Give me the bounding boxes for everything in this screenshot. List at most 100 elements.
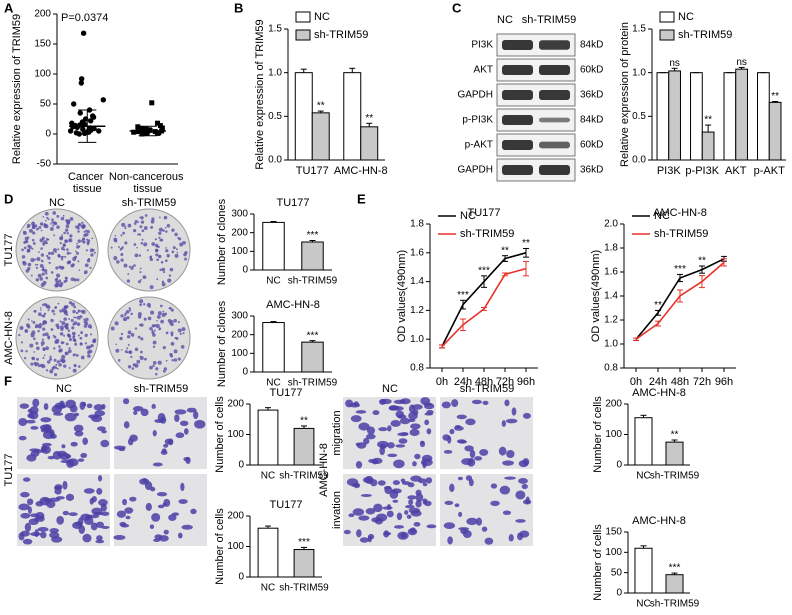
colony <box>73 278 77 282</box>
colony <box>162 345 166 350</box>
colony <box>161 267 166 272</box>
x-tick-label: NC <box>261 583 275 594</box>
colony <box>151 217 155 221</box>
colony <box>160 238 164 242</box>
colony <box>123 319 125 321</box>
cell <box>122 398 130 405</box>
cell <box>380 398 392 405</box>
y-axis-label: Number of clones <box>216 198 228 285</box>
colony <box>118 246 120 249</box>
dish <box>15 296 99 380</box>
dot <box>87 118 94 124</box>
cell <box>96 535 103 542</box>
panel-label: C <box>452 0 462 15</box>
cell <box>49 531 60 539</box>
x-tick-label: TU177 <box>296 165 329 177</box>
colony <box>162 369 166 373</box>
colony <box>84 342 87 345</box>
colony <box>184 250 188 255</box>
colony <box>134 253 139 258</box>
y-tick-label: 0.5 <box>632 111 646 122</box>
significance: *** <box>457 290 469 301</box>
colony <box>47 238 50 241</box>
colony <box>152 361 157 365</box>
colony <box>152 345 156 348</box>
colony <box>133 264 136 267</box>
cell <box>181 524 193 530</box>
colony <box>159 216 161 219</box>
cell <box>346 478 359 486</box>
cell <box>501 420 506 427</box>
colony <box>161 282 166 287</box>
cell <box>129 434 138 442</box>
colony <box>165 247 167 249</box>
colony <box>43 312 47 316</box>
colony <box>113 256 118 261</box>
y-axis-label: Number of cells <box>592 524 604 601</box>
cell <box>19 403 30 409</box>
y-tick-label: 1.4 <box>604 291 618 302</box>
cell <box>358 515 370 521</box>
colony <box>60 255 64 259</box>
colony <box>171 250 175 254</box>
cell <box>116 510 127 518</box>
colony <box>151 242 156 246</box>
colony <box>143 226 148 230</box>
y-tick-label: 0 <box>238 460 244 471</box>
y-tick-label: 1.5 <box>268 24 282 35</box>
colony <box>128 350 132 354</box>
colony <box>77 239 81 243</box>
y-tick-label: 100 <box>227 429 244 440</box>
colony <box>67 329 71 332</box>
chart: TU177 0.8 1.0 1.2 1.4 1.6 1.8 OD values(490nm) 0… <box>396 207 538 388</box>
cell <box>377 480 386 486</box>
cell <box>471 399 482 405</box>
colony <box>113 237 118 242</box>
cell <box>458 527 470 531</box>
x-tick-label: 48h <box>671 376 689 388</box>
blot-header: NC <box>497 14 513 26</box>
colony <box>41 338 45 341</box>
colony <box>79 336 83 340</box>
colony <box>18 333 21 337</box>
colony <box>124 227 127 230</box>
colony <box>84 321 89 326</box>
cell <box>386 504 392 510</box>
cell <box>476 517 483 526</box>
cell <box>409 527 416 534</box>
transwell-column: sh-TRIM59 <box>134 383 188 395</box>
colony <box>124 225 127 228</box>
cell <box>449 483 455 493</box>
cell <box>393 399 406 405</box>
colony <box>141 238 144 241</box>
colony <box>85 229 88 232</box>
colony <box>127 273 130 275</box>
colony <box>140 323 144 327</box>
colony <box>163 271 166 274</box>
colony <box>43 354 46 357</box>
colony <box>167 278 172 283</box>
colony <box>63 248 66 251</box>
colony <box>144 214 148 217</box>
y-tick-label: 200 <box>231 227 248 238</box>
colony <box>20 341 24 344</box>
cell <box>387 425 392 432</box>
colony <box>81 316 83 319</box>
colony <box>63 364 67 368</box>
colony <box>169 352 173 357</box>
colony <box>51 309 55 313</box>
cell <box>32 398 40 408</box>
colony <box>179 332 182 335</box>
colony <box>47 336 51 340</box>
colony <box>25 329 27 332</box>
colony <box>175 248 178 251</box>
colony <box>74 342 78 346</box>
colony <box>163 215 168 220</box>
colony <box>156 314 161 319</box>
cell <box>356 529 362 538</box>
blot-strip <box>496 133 576 157</box>
cell <box>132 406 144 412</box>
significance: ** <box>300 416 308 427</box>
colony <box>156 320 158 322</box>
bar <box>257 527 279 578</box>
